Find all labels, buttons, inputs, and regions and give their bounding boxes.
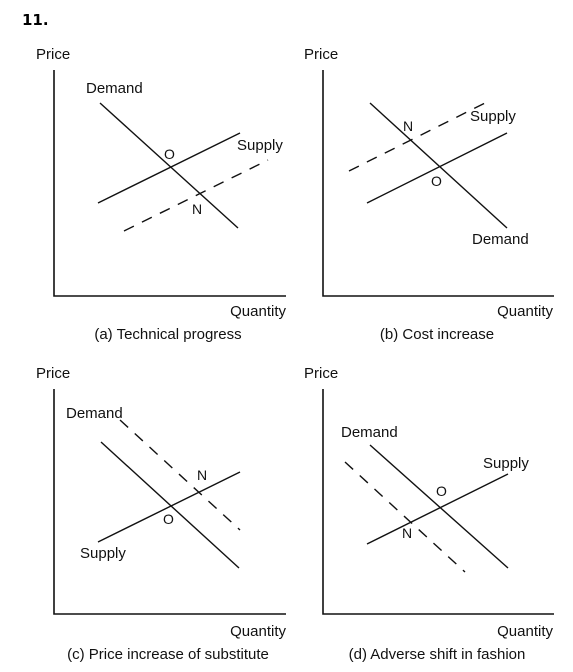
- panel-b-y-axis-label: Price: [304, 46, 338, 63]
- panel-b-supply-label: Supply: [470, 108, 516, 125]
- panel-c-new-demand-curve: [119, 419, 241, 531]
- panel-b-x-axis-label: Quantity: [497, 303, 553, 320]
- panel-d-x-axis-label: Quantity: [497, 623, 553, 640]
- panel-a-point-o: O: [164, 146, 175, 162]
- panel-a-supply-label: Supply: [237, 137, 283, 154]
- panel-c-caption: (c) Price increase of substitute: [67, 646, 269, 663]
- panel-b-demand-label: Demand: [472, 231, 529, 248]
- panel-b: Price Quantity (b) Cost increase Demand …: [304, 46, 554, 343]
- panel-b-caption: (b) Cost increase: [380, 326, 494, 343]
- panel-c-demand-label: Demand: [66, 405, 123, 422]
- panel-c-supply-label: Supply: [80, 545, 126, 562]
- panel-c: Price Quantity (c) Price increase of sub…: [36, 365, 286, 663]
- panel-c-y-axis-label: Price: [36, 365, 70, 382]
- panel-b-point-o: O: [431, 173, 442, 189]
- panel-a-caption: (a) Technical progress: [94, 326, 241, 343]
- panel-a-point-n: N: [192, 201, 202, 217]
- panel-d-caption: (d) Adverse shift in fashion: [349, 646, 526, 663]
- panel-d-point-n: N: [402, 525, 412, 541]
- panel-a-supply-curve: [97, 132, 241, 204]
- panel-c-axes: [53, 389, 286, 615]
- panel-c-point-o: O: [163, 511, 174, 527]
- panel-a-y-axis-label: Price: [36, 46, 70, 63]
- panel-b-axes: [322, 70, 554, 297]
- panel-b-new-supply-curve: [348, 99, 492, 172]
- panel-b-point-n: N: [403, 118, 413, 134]
- panel-c-supply-curve: [97, 471, 241, 543]
- panel-d-demand-curve: [369, 444, 509, 569]
- panel-b-demand-curve: [369, 102, 508, 229]
- panel-a-demand-label: Demand: [86, 80, 143, 97]
- panel-d: Price Quantity (d) Adverse shift in fash…: [304, 365, 554, 663]
- panel-a-axes: [53, 70, 286, 297]
- panel-a-new-supply-curve: [123, 159, 269, 232]
- panel-d-supply-label: Supply: [483, 455, 529, 472]
- question-number: 11.: [22, 11, 49, 29]
- panel-d-new-demand-curve: [344, 461, 466, 573]
- panel-d-axes: [322, 389, 554, 615]
- panel-d-point-o: O: [436, 483, 447, 499]
- panel-d-supply-curve: [366, 473, 509, 545]
- panel-a: Price Quantity (a) Technical progress De…: [36, 46, 286, 343]
- panel-d-y-axis-label: Price: [304, 365, 338, 382]
- panel-a-demand-curve: [99, 102, 239, 229]
- panel-c-point-n: N: [197, 467, 207, 483]
- panel-d-demand-label: Demand: [341, 424, 398, 441]
- panel-c-x-axis-label: Quantity: [230, 623, 286, 640]
- panel-b-supply-curve: [366, 132, 508, 204]
- panel-c-demand-curve: [100, 441, 240, 569]
- panel-a-x-axis-label: Quantity: [230, 303, 286, 320]
